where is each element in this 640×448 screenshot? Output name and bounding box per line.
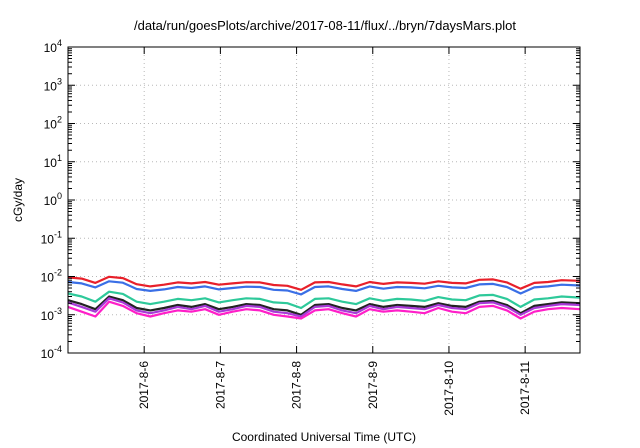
y-tick-label: 10-3 [41,306,62,323]
x-tick-label: 2017-8-8 [290,361,304,409]
series-line [67,297,581,318]
series-line [67,290,581,310]
y-tick-exponent: 4 [57,38,62,48]
y-tick-exponent: 3 [57,76,62,86]
y-tick-base: 10 [44,79,58,93]
series-line [67,295,581,316]
x-tick-label: 2017-8-10 [442,361,456,416]
series-line [67,280,581,296]
x-axis-label: Coordinated Universal Time (UTC) [232,430,416,444]
y-tick-exponent: 1 [57,153,62,163]
y-tick-exponent: -2 [54,268,62,278]
y-tick-exponent: 0 [57,191,62,201]
chart-title: /data/run/goesPlots/archive/2017-08-11/f… [134,18,516,33]
x-tick-label: 2017-8-7 [213,361,227,409]
y-tick-exponent: -4 [54,344,62,354]
y-tick-exponent: -1 [54,229,62,239]
y-tick-label: 10-2 [41,268,62,285]
y-tick-label: 102 [44,115,62,132]
series-line [67,300,581,320]
y-axis-label: cGy/day [11,178,25,222]
y-tick-label: 103 [44,76,62,93]
series-layer [67,275,581,320]
y-tick-exponent: -3 [54,306,62,316]
series-line [67,275,581,291]
y-tick-label: 104 [44,38,62,55]
y-tick-base: 10 [41,232,55,246]
x-tick-label: 2017-8-6 [137,361,151,409]
y-tick-base: 10 [44,156,58,170]
y-tick-exponent: 2 [57,115,62,125]
y-tick-base: 10 [44,118,58,132]
y-tick-label: 10-1 [41,229,62,246]
y-tick-base: 10 [44,194,58,208]
x-tick-label: 2017-8-9 [366,361,380,409]
y-tick-base: 10 [41,271,55,285]
y-tick-base: 10 [41,347,55,361]
y-tick-label: 10-4 [41,344,62,361]
y-tick-label: 100 [44,191,62,208]
y-tick-label: 101 [44,153,62,170]
x-tick-label: 2017-8-11 [518,361,532,415]
y-tick-base: 10 [44,41,58,55]
x-axis: 2017-8-6 2017-8-7 2017-8-8 2017-8-9 2017-8-1… [137,47,532,416]
grid [68,47,580,353]
y-tick-base: 10 [41,309,55,323]
